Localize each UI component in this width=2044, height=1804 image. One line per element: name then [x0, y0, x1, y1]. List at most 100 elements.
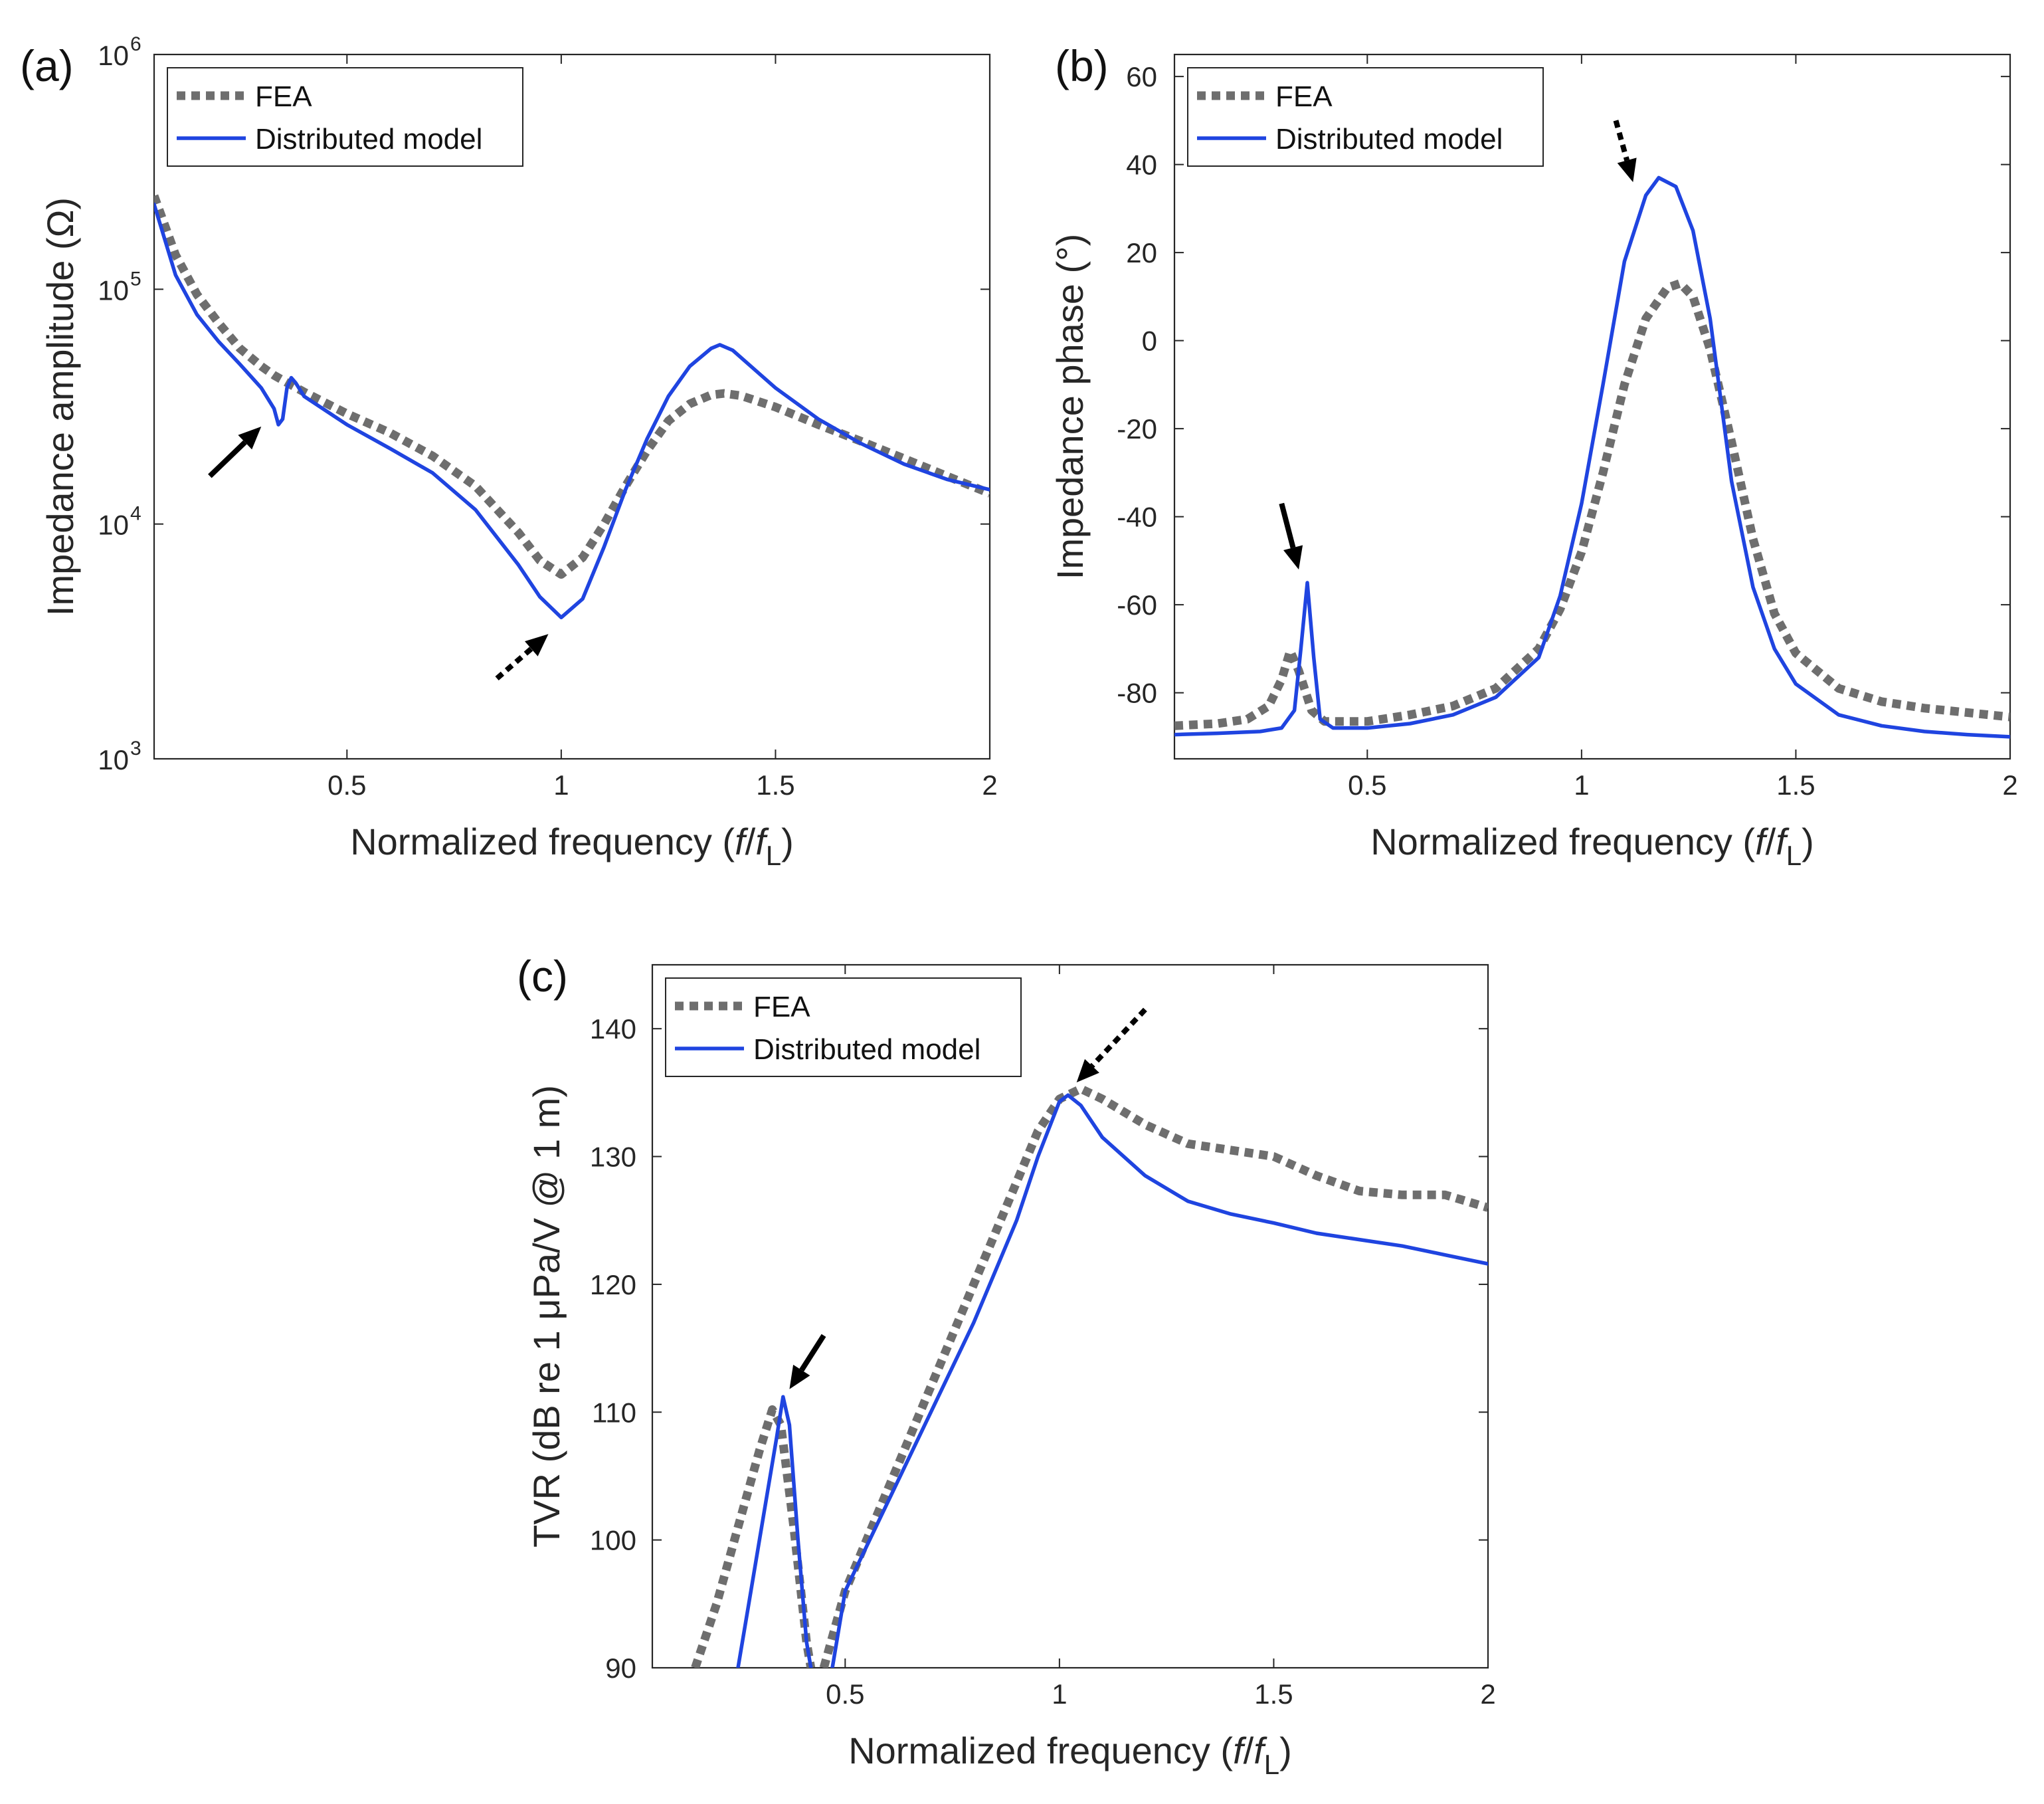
y-tick-exponent: 3: [130, 738, 141, 759]
arrow-shaft: [1613, 120, 1630, 161]
x-tick-label: 0.5: [826, 1678, 864, 1710]
x-tick-label: 1.5: [1776, 769, 1815, 801]
x-axis-label-part: /: [745, 821, 756, 862]
y-tick-label: 40: [1126, 150, 1157, 181]
plot-area: [153, 53, 991, 760]
y-axis-label: Impedance amplitude (Ω): [39, 197, 81, 616]
x-axis-label-part: Normalized frequency (: [1370, 821, 1755, 862]
legend: FEA Distributed model: [1187, 67, 1544, 167]
x-tick-label: 0.5: [1348, 769, 1386, 801]
model-series-line: [1174, 175, 2010, 739]
y-tick-exponent: 5: [130, 268, 141, 290]
x-tick-label: 1: [1574, 769, 1589, 801]
legend-model-label: Distributed model: [753, 1033, 980, 1066]
solid-arrow: [208, 427, 262, 478]
panel-label: (a): [20, 41, 74, 90]
y-tick-label: 20: [1126, 237, 1157, 268]
legend-box: [1187, 67, 1544, 167]
dotted-arrow: [495, 634, 549, 681]
y-tick-label: 0: [1142, 326, 1157, 357]
y-tick-label: 10: [98, 744, 129, 775]
arrow-head: [1283, 545, 1303, 570]
y-tick-label: 110: [592, 1397, 636, 1428]
model-series-line: [830, 1093, 1488, 1668]
x-axis-label: Normalized frequency (f/fL): [848, 1730, 1292, 1780]
arrow-head: [1076, 1058, 1099, 1082]
arrow-shaft: [799, 1334, 826, 1372]
dotted-arrow: [1613, 120, 1637, 183]
arrow-shaft: [1279, 502, 1296, 549]
y-tick-label: 120: [590, 1269, 636, 1300]
panel-label: (b): [1055, 41, 1109, 90]
legend: FEA Distributed model: [167, 67, 523, 167]
series-group: [1174, 175, 2010, 739]
y-tick-exponent: 6: [130, 33, 141, 55]
x-tick-label: 1.5: [756, 769, 794, 801]
chart-panel-b: 0.5 1 1.5 2 -80 -60 -40 -20 0 20 40 60 FEA Distribute…: [1049, 41, 2018, 871]
arrow-shaft: [1090, 1007, 1147, 1068]
x-axis-label-part: Normalized frequency (: [848, 1730, 1233, 1771]
x-axis-label-part: L: [766, 840, 781, 871]
series-group: [691, 1084, 1488, 1668]
legend: FEA Distributed model: [665, 977, 1022, 1077]
legend-model-label: Distributed model: [1275, 123, 1503, 155]
x-axis-label-part: ): [1279, 1730, 1292, 1771]
y-tick-label: 90: [605, 1653, 636, 1684]
solid-arrow: [789, 1334, 826, 1389]
legend-model-label: Distributed model: [255, 123, 482, 155]
y-tick-label: 140: [590, 1013, 636, 1045]
legend-box: [665, 977, 1022, 1077]
x-axis-label-part: /: [1244, 1730, 1254, 1771]
arrow-head: [1617, 157, 1637, 183]
x-tick-label: 0.5: [327, 769, 366, 801]
x-axis-label-part: Normalized frequency (: [350, 821, 735, 862]
plot-area: [651, 963, 1489, 1669]
y-tick-label: 10: [98, 274, 129, 306]
fea-series-line: [154, 194, 990, 579]
arrow-shaft: [208, 440, 247, 478]
fea-series-line: [1174, 279, 2010, 730]
y-tick-label: -40: [1117, 502, 1157, 533]
legend-fea-label: FEA: [1275, 80, 1333, 113]
x-axis-label: Normalized frequency (f/fL): [350, 821, 794, 871]
x-tick-label: 1.5: [1254, 1678, 1293, 1710]
fea-series-line: [819, 1084, 1488, 1668]
x-axis-label-part: L: [1786, 840, 1802, 871]
x-tick-label: 2: [2002, 769, 2017, 801]
x-axis-label: Normalized frequency (f/fL): [1370, 821, 1814, 871]
chart-panel-c: 0.5 1 1.5 2 90 100 110 120 130 140 FEA Distributed …: [517, 952, 1496, 1780]
arrow-head: [524, 634, 549, 656]
y-tick-label: -60: [1117, 589, 1157, 621]
y-axis-label: TVR (dB re 1 μPa/V @ 1 m): [525, 1085, 567, 1548]
panel-label: (c): [517, 952, 568, 1001]
y-tick-label: -80: [1117, 678, 1157, 709]
y-tick-label: 10: [98, 510, 129, 541]
y-tick-label: 10: [98, 40, 129, 71]
x-tick-label: 1: [553, 769, 569, 801]
x-axis-label-part: L: [1264, 1749, 1279, 1780]
solid-arrow: [1279, 502, 1303, 570]
y-tick-label: 130: [590, 1142, 636, 1173]
model-series-line: [736, 1395, 813, 1668]
legend-box: [167, 67, 523, 167]
y-tick-label: -20: [1117, 413, 1157, 445]
x-axis-label-part: ): [781, 821, 794, 862]
x-tick-label: 1: [1052, 1678, 1067, 1710]
dotted-arrow: [1076, 1007, 1147, 1082]
series-group: [154, 194, 990, 620]
arrow-head: [789, 1364, 810, 1389]
x-tick-label: 2: [1480, 1678, 1495, 1710]
y-tick-label: 100: [590, 1525, 636, 1556]
y-axis-label: Impedance phase (°): [1049, 234, 1091, 579]
x-axis-label-part: ): [1802, 821, 1814, 862]
y-tick-exponent: 4: [130, 503, 141, 525]
x-tick-label: 2: [982, 769, 997, 801]
legend-fea-label: FEA: [753, 991, 810, 1023]
y-tick-label: 60: [1126, 61, 1157, 92]
fea-series-line: [691, 1405, 816, 1668]
arrow-head: [238, 427, 262, 450]
legend-fea-label: FEA: [255, 80, 312, 113]
x-axis-label-part: /: [1766, 821, 1776, 862]
